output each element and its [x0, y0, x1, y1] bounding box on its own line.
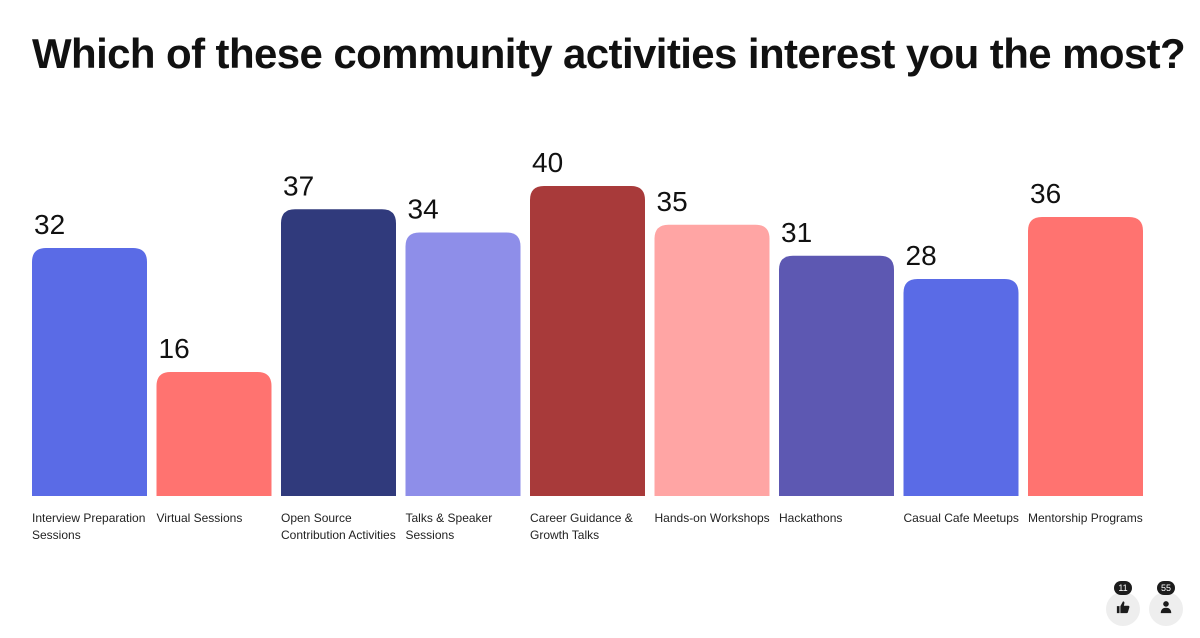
category-label-open-source-contribution-activities: Open Source Contribution Activities: [281, 511, 396, 542]
likes-count-badge: 11: [1114, 581, 1132, 595]
bar-talks-and-speaker-sessions: [405, 232, 521, 496]
person-icon: [1159, 600, 1173, 619]
category-label-mentorship-programs: Mentorship Programs: [1028, 511, 1143, 525]
bar-mentorship-programs: [1028, 217, 1143, 496]
value-label-casual-cafe-meetups: 28: [906, 240, 937, 271]
bar-virtual-sessions: [156, 372, 272, 496]
value-label-mentorship-programs: 36: [1030, 178, 1061, 209]
chart-title: Which of these community activities inte…: [32, 30, 1186, 77]
category-label-casual-cafe-meetups: Casual Cafe Meetups: [903, 511, 1019, 525]
value-label-interview-preparation-sessions: 32: [34, 209, 65, 240]
value-label-virtual-sessions: 16: [159, 333, 190, 364]
bar-hands-on-workshops: [654, 224, 770, 496]
value-label-talks-and-speaker-sessions: 34: [408, 194, 439, 225]
thumbs-up-icon: [1116, 600, 1130, 619]
category-label-virtual-sessions: Virtual Sessions: [156, 511, 243, 525]
bar-casual-cafe-meetups: [903, 279, 1019, 496]
category-label-interview-preparation-sessions: Interview Preparation Sessions: [32, 511, 146, 542]
bar-hackathons: [779, 255, 894, 496]
participants-button[interactable]: 55: [1149, 581, 1183, 626]
value-label-career-guidance-and-growth-talks: 40: [532, 147, 563, 178]
category-label-hackathons: Hackathons: [779, 511, 843, 525]
category-label-talks-and-speaker-sessions: Talks & Speaker Sessions: [405, 511, 493, 542]
bar-career-guidance-and-growth-talks: [530, 186, 645, 496]
category-label-hands-on-workshops: Hands-on Workshops: [654, 511, 770, 525]
value-label-open-source-contribution-activities: 37: [283, 170, 314, 201]
value-label-hackathons: 31: [781, 217, 812, 248]
category-label-career-guidance-and-growth-talks: Career Guidance & Growth Talks: [530, 511, 633, 542]
like-button[interactable]: 11: [1106, 581, 1140, 626]
bar-open-source-contribution-activities: [281, 209, 396, 496]
value-label-hands-on-workshops: 35: [657, 186, 688, 217]
participants-count-badge: 55: [1157, 581, 1175, 595]
bar-interview-preparation-sessions: [32, 248, 147, 496]
